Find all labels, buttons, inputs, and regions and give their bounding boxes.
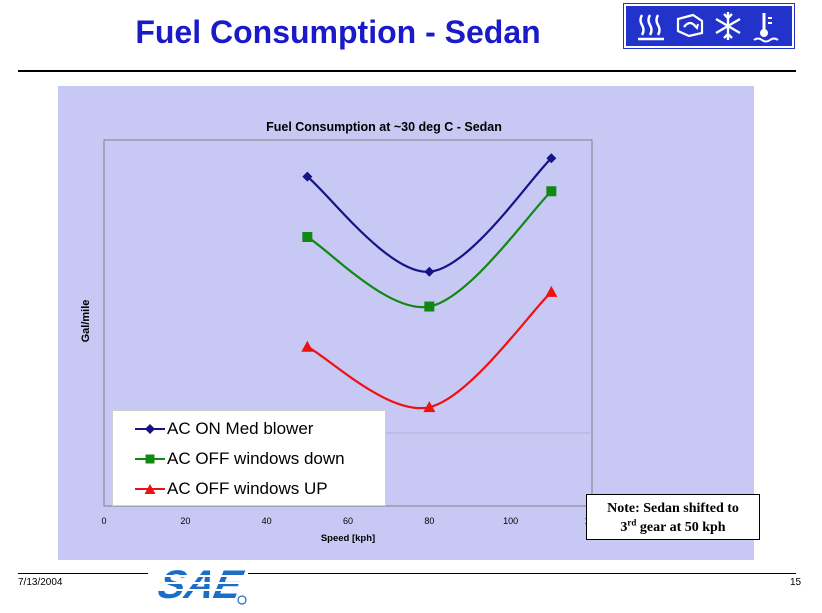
x-tick-label: 0: [101, 516, 106, 526]
x-tick-label: 100: [503, 516, 518, 526]
data-point: [424, 301, 435, 312]
temperature-icon: [753, 13, 779, 43]
legend-label: AC OFF windows down: [167, 449, 345, 468]
data-point: [546, 186, 557, 197]
series-line: [306, 157, 553, 273]
y-axis-label: Gal/mile: [80, 299, 92, 343]
legend-label: AC ON Med blower: [167, 419, 314, 438]
x-tick-label: 60: [343, 516, 353, 526]
legend-marker-diamond: [135, 424, 165, 434]
footer-divider-left: [18, 573, 148, 574]
legend-item: AC OFF windows UP: [135, 475, 328, 503]
data-point: [302, 171, 313, 182]
legend-marker-square: [135, 454, 165, 464]
heater-icon: [638, 14, 665, 41]
chart-title: Fuel Consumption at ~30 deg C - Sedan: [266, 120, 502, 134]
title-divider: [18, 70, 796, 72]
air-recirculation-icon: [676, 13, 703, 38]
x-tick-label: 40: [262, 516, 272, 526]
data-point: [423, 401, 436, 413]
data-point: [302, 231, 313, 242]
slide-title: Fuel Consumption - Sedan: [135, 14, 541, 50]
footer-divider: [248, 573, 796, 574]
sae-logo: SAE: [150, 562, 250, 606]
x-tick-label: 80: [424, 516, 434, 526]
plot-area: [103, 139, 593, 507]
x-tick-label: 20: [180, 516, 190, 526]
footer-date: 7/13/2004: [18, 577, 63, 588]
data-point: [545, 285, 558, 297]
climate-icons-logo: [623, 3, 795, 49]
chart-legend: AC ON Med blower AC OFF windows down AC …: [112, 410, 386, 506]
note-rest: gear at 50 kph: [636, 520, 726, 535]
legend-label: AC OFF windows UP: [167, 479, 328, 498]
legend-marker-triangle: [135, 484, 165, 494]
legend-item: AC ON Med blower: [135, 415, 313, 443]
note-gear-number: 3: [620, 520, 628, 535]
x-axis-label: Speed [kph]: [320, 533, 376, 544]
snowflake-icon: [715, 12, 741, 40]
data-point: [424, 266, 435, 277]
note-ordinal: rd: [627, 517, 637, 528]
data-point: [301, 340, 314, 352]
series-line: [306, 190, 553, 309]
note-line-1: Note: Sedan shifted to: [607, 501, 739, 516]
legend-item: AC OFF windows down: [135, 445, 345, 473]
sedan-gear-note: Note: Sedan shifted to 3rd gear at 50 kp…: [586, 494, 760, 540]
page-number: 15: [790, 577, 802, 588]
note-line-2: 3rd gear at 50 kph: [587, 518, 759, 537]
data-point: [546, 153, 557, 164]
